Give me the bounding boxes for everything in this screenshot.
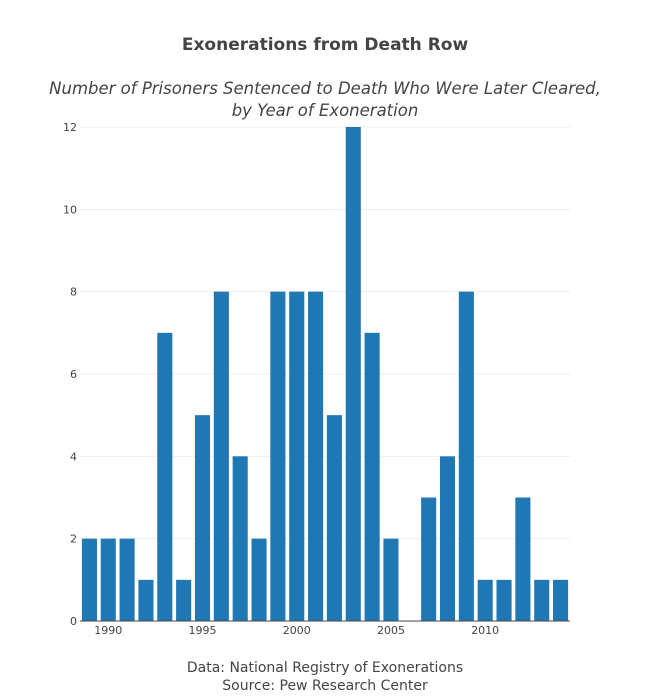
bar-2011 — [496, 579, 512, 621]
y-tick-label: 8 — [70, 286, 77, 299]
bar-2013 — [534, 579, 550, 621]
y-tick-label: 10 — [63, 203, 77, 216]
x-tick-label: 1995 — [189, 624, 217, 637]
bar-1996 — [213, 291, 229, 621]
bar-1990 — [100, 538, 116, 621]
bar-2008 — [439, 456, 456, 621]
x-tick-label: 2005 — [377, 624, 405, 637]
y-tick-label: 6 — [70, 368, 77, 381]
y-tick-label: 2 — [70, 533, 77, 546]
bar-2012 — [515, 497, 531, 621]
gridlines — [80, 126, 570, 540]
bar-2014 — [553, 579, 569, 621]
bar-2005 — [383, 538, 399, 621]
y-axis-ticks: 0 2 4 6 8 10 12 — [63, 121, 77, 628]
x-axis-ticks: 1990 1995 2000 2005 2010 — [94, 624, 499, 637]
bar-2009 — [458, 291, 474, 621]
bar-1997 — [232, 456, 248, 621]
y-tick-label: 4 — [70, 450, 77, 463]
bar-2001 — [308, 291, 324, 621]
chart-subtitle-line-2: by Year of Exoneration — [232, 101, 419, 120]
source-note: Source: Pew Research Center — [222, 678, 428, 694]
y-tick-label: 12 — [63, 121, 77, 134]
bar-1992 — [138, 579, 154, 621]
bar-1993 — [157, 332, 173, 621]
chart-subtitle-line-1: Number of Prisoners Sentenced to Death W… — [49, 79, 601, 98]
bar-1991 — [119, 538, 135, 621]
data-note: Data: National Registry of Exonerations — [187, 660, 463, 676]
bar-1998 — [251, 538, 267, 621]
bar-2004 — [364, 332, 380, 621]
bars — [81, 127, 569, 621]
bar-2010 — [477, 579, 493, 621]
bar-2000 — [289, 291, 305, 621]
x-tick-label: 2000 — [283, 624, 311, 637]
bar-1989 — [81, 538, 97, 621]
bar-1994 — [176, 579, 192, 621]
bar-2007 — [421, 497, 437, 621]
bar-1999 — [270, 291, 286, 621]
bar-2003 — [345, 127, 361, 621]
x-tick-label: 2010 — [471, 624, 499, 637]
y-tick-label: 0 — [70, 615, 77, 628]
bar-1995 — [194, 415, 211, 621]
bar-2002 — [326, 415, 342, 621]
chart-title: Exonerations from Death Row — [182, 35, 469, 55]
x-tick-label: 1990 — [94, 624, 122, 637]
